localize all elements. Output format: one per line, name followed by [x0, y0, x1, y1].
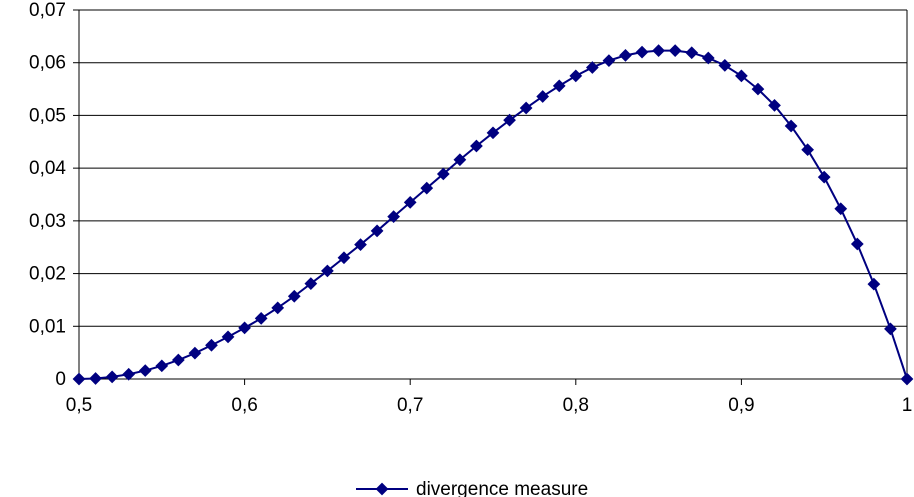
y-tick-label: 0,05: [29, 105, 66, 126]
series-group: [72, 44, 914, 386]
data-point-marker: [867, 277, 881, 291]
data-point-marker: [171, 353, 185, 367]
data-point-marker: [205, 338, 218, 352]
data-point-marker: [321, 264, 334, 278]
data-point-marker: [453, 153, 467, 167]
gridlines: [79, 9, 907, 327]
data-point-marker: [850, 237, 864, 251]
data-point-marker: [238, 321, 251, 335]
x-tick-label: 0,9: [728, 395, 754, 416]
data-point-marker: [403, 196, 417, 209]
legend-label: divergence measure: [416, 479, 588, 497]
data-point-marker: [105, 370, 119, 384]
data-point-marker: [801, 143, 815, 157]
data-point-marker: [619, 48, 632, 62]
data-point-marker: [817, 170, 831, 184]
y-axis-ticks: 0 0,01 0,02 0,03 0,04 0,05 0,06 0,07: [29, 0, 79, 390]
y-tick-label: 0,02: [29, 264, 66, 285]
y-tick-label: 0,06: [29, 53, 66, 74]
series-line: [78, 49, 908, 380]
x-tick-label: 0,7: [397, 395, 423, 416]
data-point-marker: [254, 312, 268, 325]
data-point-marker: [718, 58, 732, 72]
data-point-marker: [585, 61, 599, 74]
data-point-marker: [89, 372, 102, 385]
data-point-marker: [354, 238, 367, 251]
x-tick-label: 1: [902, 395, 913, 416]
data-point-marker: [751, 82, 765, 96]
x-tick-label: 0,5: [66, 395, 92, 416]
data-point-marker: [436, 167, 450, 181]
y-tick-label: 0,01: [29, 316, 66, 337]
y-tick-label: 0: [55, 369, 66, 390]
legend-marker: [375, 482, 389, 496]
y-tick-label: 0,04: [29, 158, 66, 179]
data-point-marker: [370, 224, 384, 238]
y-tick-label: 0,03: [29, 211, 66, 232]
data-point-marker: [271, 301, 285, 315]
data-point-marker: [486, 126, 500, 140]
data-point-marker: [536, 90, 550, 103]
data-point-marker: [884, 322, 897, 336]
legend: divergence measure: [356, 479, 588, 497]
data-point-marker: [221, 330, 235, 344]
data-point-marker: [503, 113, 516, 127]
axes: [78, 10, 908, 380]
data-point-marker: [470, 139, 483, 153]
y-tick-label: 0,07: [29, 0, 66, 21]
data-point-marker: [569, 69, 583, 83]
data-point-marker: [188, 346, 202, 360]
data-point-marker: [138, 364, 152, 377]
x-axis-ticks: 0,5 0,6 0,7 0,8 0,9 1: [66, 379, 913, 416]
data-point-marker: [602, 54, 616, 67]
data-point-marker: [387, 210, 401, 224]
data-point-marker: [155, 359, 169, 373]
data-point-marker: [900, 372, 914, 386]
data-point-marker: [552, 79, 566, 93]
data-point-marker: [72, 372, 86, 386]
data-point-marker: [834, 202, 848, 216]
data-point-marker: [685, 46, 699, 60]
data-point-marker: [668, 44, 682, 57]
data-point-marker: [652, 44, 665, 57]
data-point-marker: [784, 119, 798, 133]
x-tick-label: 0,6: [231, 395, 257, 416]
data-point-marker: [635, 45, 649, 59]
x-tick-label: 0,8: [563, 395, 589, 416]
